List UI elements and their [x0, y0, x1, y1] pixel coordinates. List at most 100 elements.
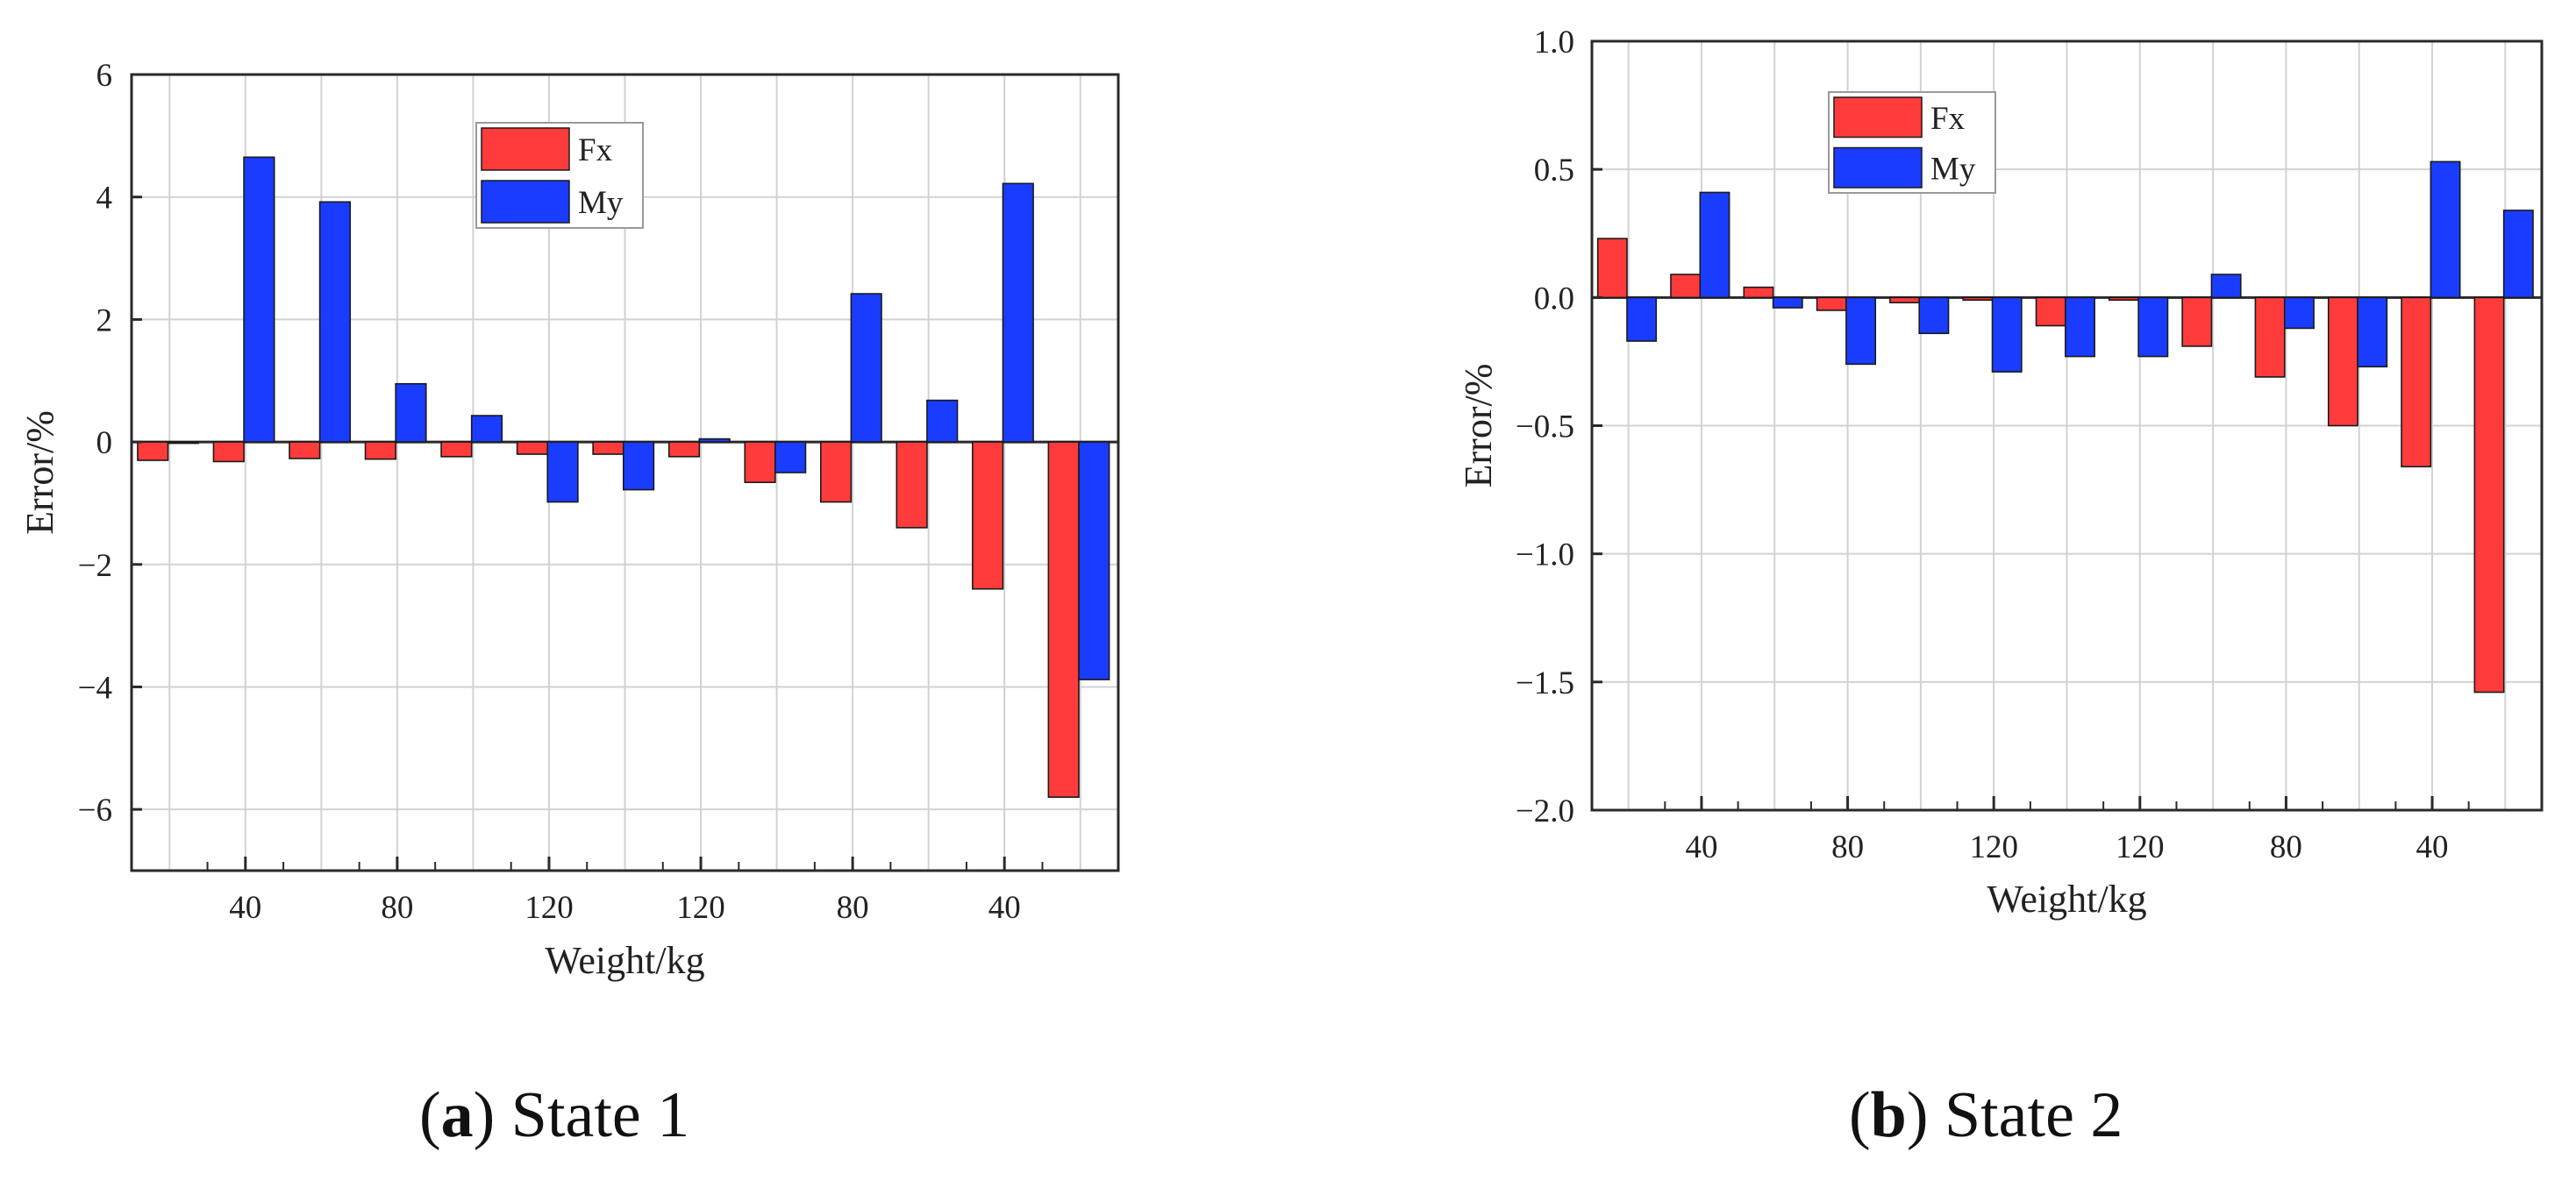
bar-my-6 — [2065, 296, 2095, 358]
y-tick-label: −6 — [78, 793, 112, 829]
legend-label-my: My — [1930, 151, 1976, 187]
bar-my-5 — [1991, 296, 2023, 373]
bar-fx-9 — [2254, 296, 2286, 378]
bar-fx-2 — [1743, 286, 1774, 299]
bar-my-11 — [2430, 160, 2461, 299]
bar-my-10 — [2357, 296, 2388, 368]
bar-my-3 — [395, 382, 427, 443]
y-tick-label: 6 — [96, 58, 113, 94]
bar-my-1 — [1699, 191, 1730, 299]
bar-my-2 — [1772, 296, 1803, 309]
legend-swatch-fx — [1833, 96, 1923, 139]
bar-my-4 — [470, 415, 503, 443]
x-tick-label: 40 — [229, 890, 261, 926]
bar-fx-1 — [212, 441, 245, 463]
bar-fx-12 — [1047, 441, 1080, 798]
bar-my-4 — [1918, 296, 1950, 335]
x-tick-label: 40 — [988, 890, 1021, 926]
x-axis-label: Weight/kg — [545, 939, 704, 982]
y-tick-label: 0.0 — [1534, 281, 1574, 317]
legend-label-my: My — [578, 185, 624, 221]
bar-fx-4 — [440, 441, 473, 458]
chart-state-1: −6 −4 −2 0 2 4 6 40 80 120 120 80 40 Weight/kg Error/%… — [18, 58, 1120, 982]
bar-my-11 — [1002, 182, 1034, 443]
legend-swatch-fx — [481, 127, 570, 171]
y-axis-label: Error/% — [1457, 364, 1500, 488]
legend-label-fx: Fx — [578, 132, 613, 168]
caption-letter: a — [440, 1079, 474, 1151]
x-tick-label: 40 — [2416, 829, 2449, 865]
bar-fx-6 — [592, 441, 624, 455]
bar-my-3 — [1845, 296, 1877, 366]
caption-text: ) State 1 — [473, 1079, 690, 1151]
y-tick-label: −2.0 — [1516, 793, 1574, 829]
bar-fx-11 — [972, 441, 1004, 590]
bar-fx-10 — [896, 441, 928, 529]
bar-fx-0 — [137, 441, 169, 461]
bar-my-9 — [850, 293, 882, 443]
bar-fx-4 — [1889, 296, 1921, 303]
bar-my-6 — [622, 441, 655, 491]
x-tick-label: 120 — [524, 890, 574, 926]
bar-my-8 — [2210, 274, 2242, 299]
x-axis-label: Weight/kg — [1987, 878, 2146, 921]
bar-my-0 — [167, 441, 199, 445]
bar-fx-9 — [819, 441, 853, 503]
bar-my-7 — [698, 438, 731, 443]
bar-my-10 — [926, 399, 959, 443]
bar-fx-0 — [1596, 238, 1628, 299]
x-tick-label: 80 — [2270, 829, 2302, 865]
caption-text: ) State 2 — [1906, 1079, 2123, 1151]
y-tick-label: −4 — [78, 670, 112, 706]
legend-swatch-my — [481, 180, 570, 224]
x-tick-label: 120 — [1969, 829, 2018, 865]
caption-open-paren: ( — [1849, 1079, 1871, 1151]
y-tick-label: 0.5 — [1534, 153, 1574, 189]
x-tick-label: 40 — [1685, 829, 1717, 865]
caption-letter: b — [1870, 1079, 1907, 1151]
bar-fx-6 — [2035, 296, 2066, 327]
y-tick-label: 4 — [96, 181, 113, 217]
caption-open-paren: ( — [419, 1079, 441, 1151]
bar-fx-3 — [364, 441, 396, 460]
bar-my-12 — [2502, 210, 2534, 299]
caption-state-2: (b) State 2 — [1849, 1078, 2123, 1153]
y-tick-label: 0 — [96, 425, 113, 461]
y-tick-label: 2 — [96, 302, 113, 338]
bar-fx-12 — [2473, 296, 2505, 694]
y-tick-label: −1.5 — [1516, 665, 1574, 701]
bar-my-12 — [1078, 441, 1110, 680]
bar-my-2 — [318, 201, 352, 443]
x-tick-label: 80 — [1831, 829, 1864, 865]
x-tick-label: 80 — [837, 890, 869, 926]
bar-fx-5 — [1962, 296, 1994, 302]
chart-state-2: −2.0 −1.5 −1.0 −0.5 0.0 0.5 1.0 40 80 120 120 80 40 W… — [1457, 25, 2544, 921]
bar-my-1 — [243, 156, 275, 443]
bar-fx-8 — [2181, 296, 2213, 347]
bar-my-9 — [2283, 296, 2315, 330]
bar-fx-7 — [2109, 296, 2139, 302]
legend-swatch-my — [1833, 146, 1923, 189]
y-tick-label: −1.0 — [1516, 537, 1574, 573]
bar-my-0 — [1626, 296, 1658, 342]
bar-my-5 — [546, 441, 579, 503]
bar-my-8 — [774, 441, 807, 473]
bar-fx-2 — [289, 441, 321, 459]
y-tick-label: −2 — [78, 548, 112, 584]
bar-fx-10 — [2327, 296, 2358, 427]
x-tick-label: 80 — [381, 890, 413, 926]
y-tick-label: 1.0 — [1534, 25, 1574, 60]
legend: Fx My — [475, 122, 644, 229]
y-axis-label: Error/% — [18, 410, 61, 535]
y-tick-label: −0.5 — [1516, 409, 1574, 445]
bar-fx-3 — [1816, 296, 1847, 311]
legend-label-fx: Fx — [1930, 101, 1966, 137]
x-tick-label: 120 — [2116, 829, 2165, 865]
caption-state-1: (a) State 1 — [419, 1078, 689, 1153]
bar-fx-1 — [1670, 274, 1702, 299]
bar-fx-8 — [744, 441, 776, 483]
bar-fx-11 — [2401, 296, 2432, 468]
plot-frame — [130, 73, 1120, 872]
x-tick-label: 120 — [676, 890, 725, 926]
